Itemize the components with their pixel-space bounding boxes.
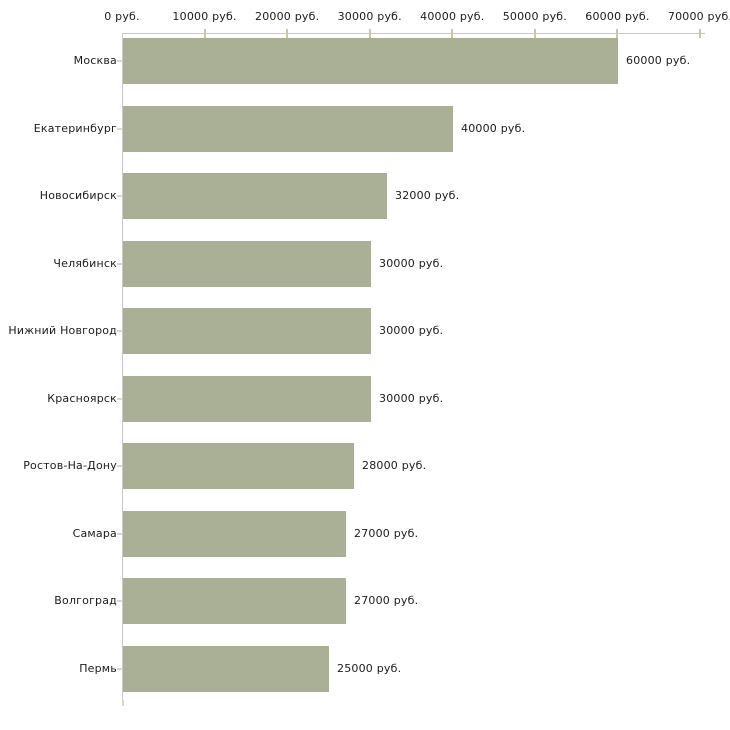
- x-axis-tick-mark: [616, 29, 619, 38]
- bar-value-label: 25000 руб.: [337, 662, 402, 675]
- category-label: Новосибирск: [39, 189, 117, 202]
- y-axis-tick-mark: [117, 330, 122, 332]
- plot-area: [122, 33, 705, 700]
- bar-value-label: 32000 руб.: [395, 189, 460, 202]
- y-axis-end-tick-mark: [122, 700, 124, 706]
- x-axis-tick-label: 20000 руб.: [255, 10, 320, 23]
- category-label: Челябинск: [53, 257, 117, 270]
- x-axis-tick-label: 0 руб.: [104, 10, 140, 23]
- y-axis-tick-mark: [117, 60, 122, 62]
- x-axis-tick-mark: [203, 29, 206, 38]
- category-label: Москва: [73, 54, 117, 67]
- x-axis-tick-label: 40000 руб.: [420, 10, 485, 23]
- category-label: Нижний Новгород: [8, 324, 117, 337]
- y-axis-tick-mark: [117, 398, 122, 400]
- category-label: Волгоград: [54, 594, 117, 607]
- bar: [123, 308, 371, 354]
- bar-value-label: 27000 руб.: [354, 594, 419, 607]
- x-axis-tick-mark: [533, 29, 536, 38]
- category-label: Самара: [72, 527, 117, 540]
- category-label: Екатеринбург: [33, 122, 117, 135]
- bar-value-label: 28000 руб.: [362, 459, 427, 472]
- category-label: Пермь: [79, 662, 117, 675]
- x-axis-tick-mark: [286, 29, 289, 38]
- bar: [123, 173, 387, 219]
- y-axis-tick-mark: [117, 263, 122, 265]
- bar-value-label: 30000 руб.: [379, 324, 444, 337]
- x-axis-tick-label: 30000 руб.: [337, 10, 402, 23]
- bar: [123, 38, 618, 84]
- y-axis-tick-mark: [117, 465, 122, 467]
- y-axis-tick-mark: [117, 668, 122, 670]
- y-axis-tick-mark: [117, 533, 122, 535]
- category-label: Ростов-На-Дону: [23, 459, 117, 472]
- bar: [123, 106, 453, 152]
- bar: [123, 443, 354, 489]
- bar-value-label: 30000 руб.: [379, 257, 444, 270]
- bar-value-label: 27000 руб.: [354, 527, 419, 540]
- bar-value-label: 30000 руб.: [379, 392, 444, 405]
- x-axis-tick-label: 50000 руб.: [502, 10, 567, 23]
- x-axis-tick-mark: [368, 29, 371, 38]
- x-axis-tick-label: 60000 руб.: [585, 10, 650, 23]
- x-axis-tick-label: 10000 руб.: [172, 10, 237, 23]
- bar-value-label: 40000 руб.: [461, 122, 526, 135]
- x-axis-tick-mark: [451, 29, 454, 38]
- y-axis-tick-mark: [117, 128, 122, 130]
- bar: [123, 646, 329, 692]
- y-axis-tick-mark: [117, 195, 122, 197]
- bar: [123, 578, 346, 624]
- bar-value-label: 60000 руб.: [626, 54, 691, 67]
- bar: [123, 241, 371, 287]
- y-axis-tick-mark: [117, 600, 122, 602]
- bar: [123, 376, 371, 422]
- category-label: Красноярск: [47, 392, 117, 405]
- bar: [123, 511, 346, 557]
- x-axis-tick-mark: [699, 29, 701, 38]
- x-axis-tick-label: 70000 руб.: [667, 10, 730, 23]
